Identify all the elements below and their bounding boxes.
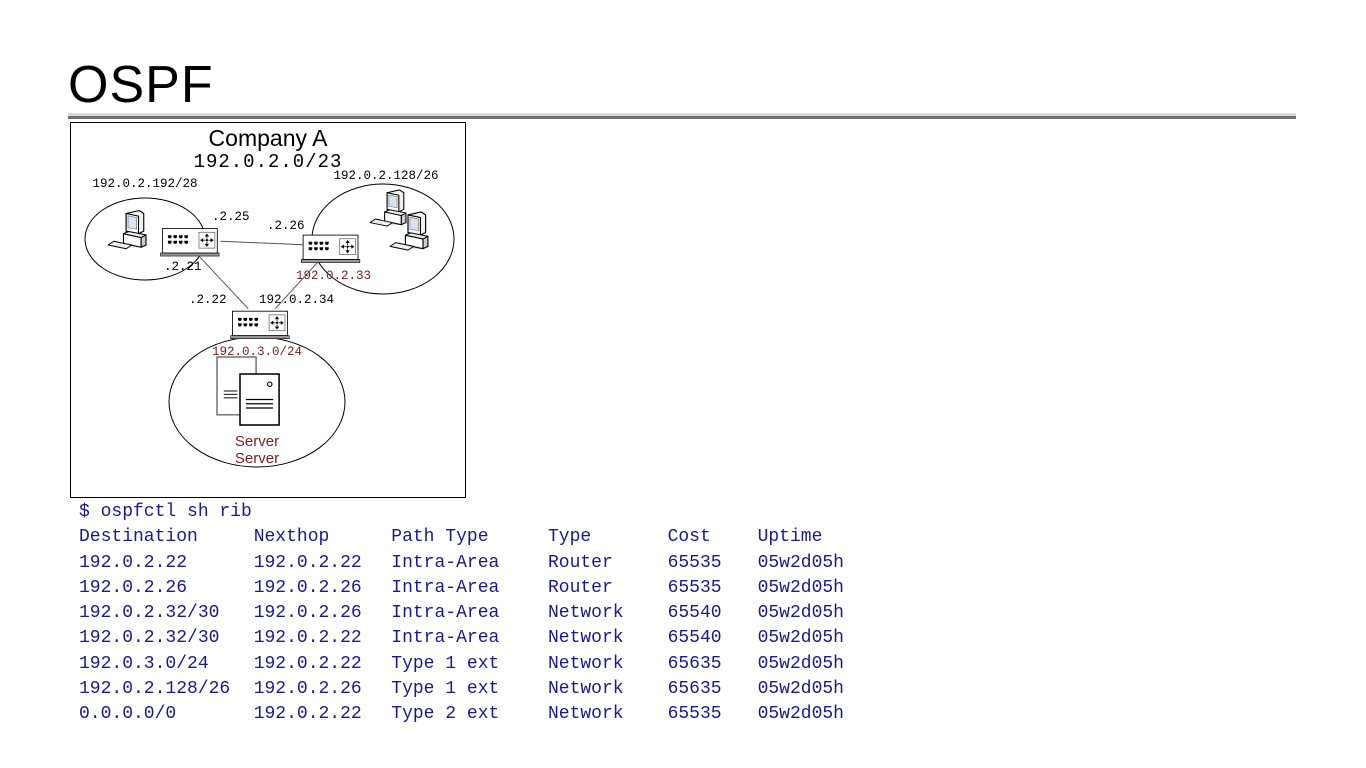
svg-text:192.0.3.0/24: 192.0.3.0/24 — [212, 345, 302, 359]
svg-text:.2.25: .2.25 — [212, 210, 250, 224]
svg-text:192.0.2.192/28: 192.0.2.192/28 — [92, 177, 197, 191]
svg-text:192.0.2.34: 192.0.2.34 — [259, 293, 334, 307]
svg-text:Server: Server — [235, 433, 279, 450]
svg-text:Server: Server — [235, 450, 279, 467]
svg-text:.2.26: .2.26 — [267, 219, 305, 233]
svg-text:192.0.2.33: 192.0.2.33 — [296, 269, 371, 283]
svg-text:.2.22: .2.22 — [189, 293, 227, 307]
svg-text:192.0.2.128/26: 192.0.2.128/26 — [333, 169, 438, 183]
svg-text:.2.21: .2.21 — [164, 260, 202, 274]
